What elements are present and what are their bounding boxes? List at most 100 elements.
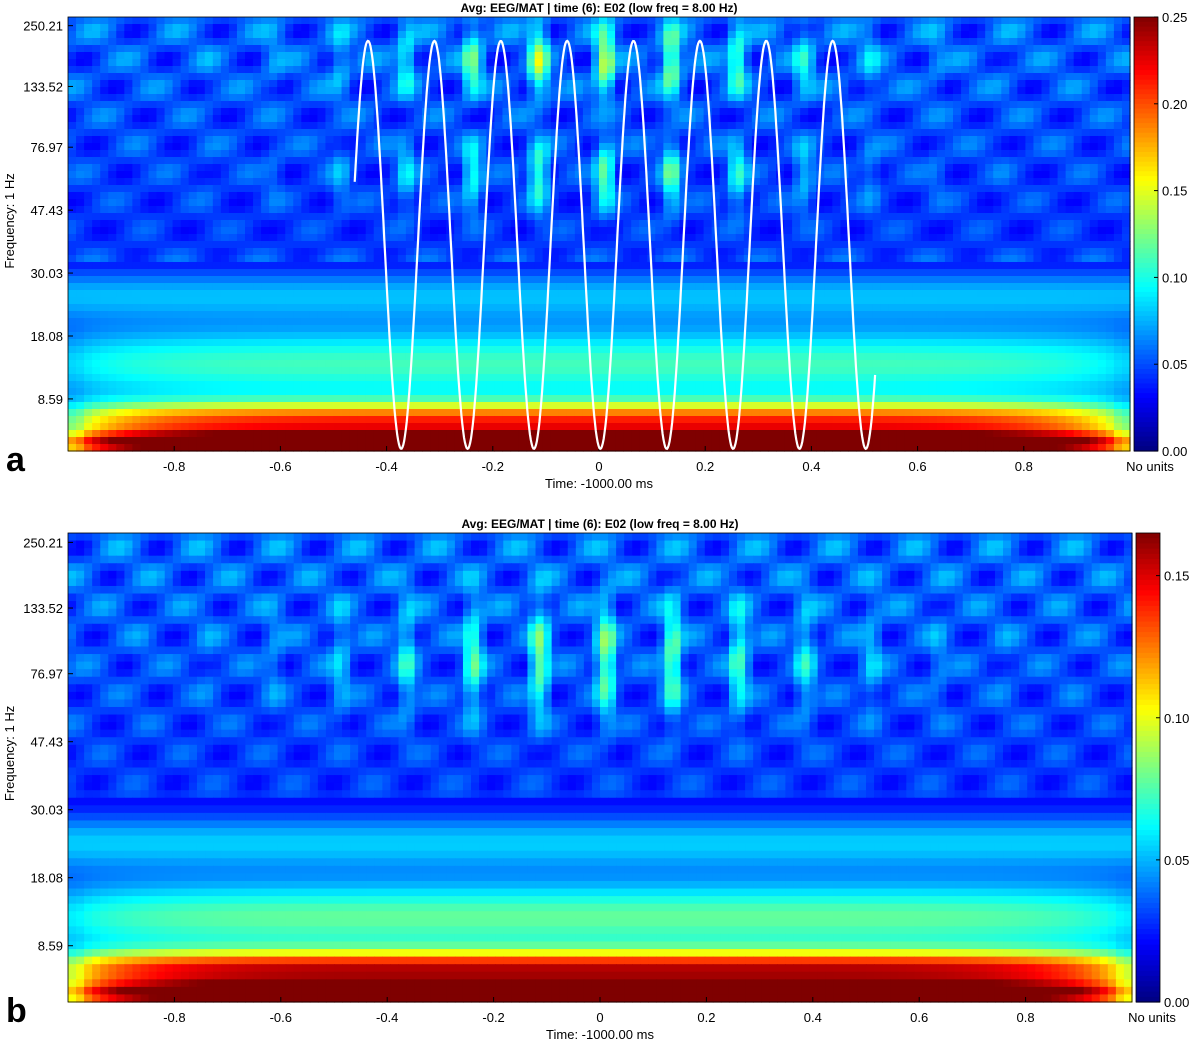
chart-a-cell [494,122,504,130]
chart-a-cell [446,171,455,179]
chart-a-cell [727,269,737,277]
chart-a-cell [108,269,117,277]
chart-a-cell [944,101,954,109]
chart-a-cell [1001,220,1010,228]
chart-a-cell [784,164,793,172]
chart-a-cell [735,255,745,263]
chart-a-cell [84,73,93,81]
chart-a-cell [228,206,238,214]
chart-a-cell [1081,178,1091,186]
chart-a-cell [236,101,246,109]
chart-a-cell [582,227,592,235]
chart-a-cell [526,87,536,95]
chart-a-cell [1073,178,1083,186]
chart-a-cell [1009,87,1018,95]
chart-a-cell [993,115,1002,123]
chart-a-cell [904,52,914,60]
chart-a-cell [590,220,600,228]
chart-a-cell [1089,115,1099,123]
chart-a-cell [558,178,568,186]
chart-a-cell [816,262,825,270]
chart-a-cell [792,45,801,53]
chart-a-cell [180,24,190,32]
chart-a-cell [623,276,632,284]
chart-a-cell [687,150,697,158]
chart-a-cell [767,31,777,39]
chart-a-cell [848,199,858,207]
chart-a-cell [76,59,85,67]
chart-a-cell [590,192,600,200]
chart-a-cell [1049,255,1059,263]
chart-a-cell [470,101,479,109]
chart-a-cell [969,94,978,102]
chart-a-cell [888,192,898,200]
chart-a-cell [936,248,946,256]
chart-a-cell [832,206,841,214]
chart-a-cell [1105,269,1115,277]
chart-a-cell [848,276,858,284]
chart-a-cell [478,24,487,32]
chart-a-cell [944,248,954,256]
chart-a-cell [454,122,463,130]
chart-a-cell [301,45,310,53]
chart-a-cell [518,101,528,109]
chart-a-cell [615,164,624,172]
chart-a-cell [333,24,343,32]
chart-a-cell [800,192,809,200]
chart-a-cell [550,38,560,46]
chart-a-cell [719,234,729,242]
chart-a-cell [936,192,946,200]
chart-a-cell [896,45,906,53]
chart-a-cell [502,206,512,214]
chart-a-cell [703,136,713,144]
chart-a-cell [84,276,93,284]
chart-a-cell [607,178,616,186]
chart-a-cell [953,213,962,221]
chart-a-cell [261,31,270,39]
chart-a-cell [679,94,689,102]
chart-a-cell [100,122,109,130]
chart-a-cell [430,213,439,221]
chart-a-cell [888,255,898,263]
chart-a-cell [349,178,359,186]
chart-a-cell [413,185,423,193]
chart-a-cell [953,129,962,137]
chart-a-cell [912,80,922,88]
chart-a-cell [68,136,77,144]
chart-a-cell [969,178,978,186]
chart-a-cell [977,213,986,221]
chart-a-cell [188,164,198,172]
chart-a-cell [542,136,552,144]
chart-a-cell [1113,73,1123,81]
chart-a-cell [494,129,504,137]
chart-a-cell [655,185,664,193]
chart-a-cell [944,178,954,186]
chart-a-cell [792,80,801,88]
chart-a-cell [904,220,914,228]
chart-a-cell [711,269,721,277]
chart-a-cell [148,129,158,137]
chart-a-cell [599,150,608,158]
chart-a-cell [438,122,447,130]
chart-a-cell [735,171,745,179]
chart-a-cell [317,80,327,88]
chart-a-cell [590,59,600,67]
chart-a-cell [880,213,890,221]
chart-a-cell [1097,73,1107,81]
chart-a-cell [671,108,681,116]
chart-a-cell [599,255,608,263]
chart-a-cell [422,241,431,249]
chart-a-cell [1057,80,1067,88]
chart-a-cell [743,164,753,172]
chart-a-cell [599,276,608,284]
chart-a-cell [196,164,206,172]
chart-a-cell [1033,178,1043,186]
chart-a-cell [695,192,705,200]
chart-a-cell [816,87,825,95]
chart-a-cell [872,59,882,67]
chart-a-cell [148,122,158,130]
chart-a-cell [124,269,133,277]
chart-a-cell [719,101,729,109]
chart-a-cell [558,122,568,130]
chart-a-cell [301,248,310,256]
